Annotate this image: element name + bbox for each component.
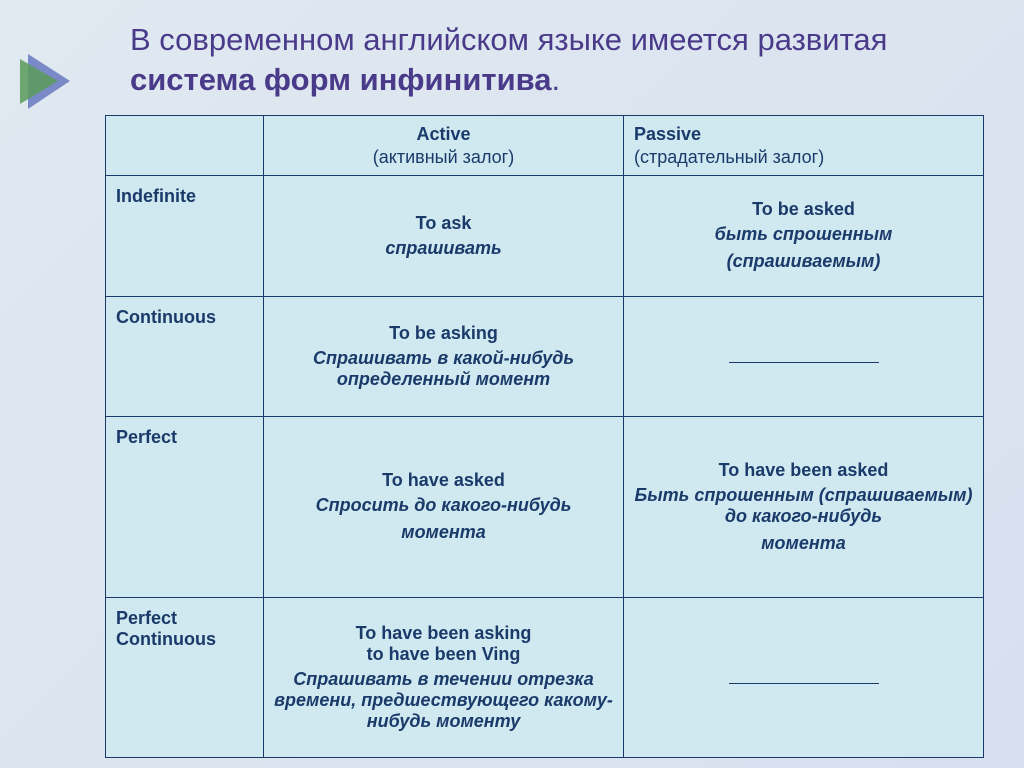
slide-bullet-icon [20,54,70,109]
header-active-label: Active [274,124,613,145]
header-passive-sub: (страдательный залог) [634,147,973,168]
perfect-active-sub2: момента [274,522,613,543]
indefinite-passive-sub2: (спрашиваемым) [634,251,973,272]
perfect-active-sub1: Спросить до какого-нибудь [274,495,613,516]
perfect-active-main: To have asked [274,470,613,491]
header-empty [106,116,264,176]
title-part1: В современном английском языке имеется р… [130,22,887,57]
cell-perfcont-active: To have been asking to have been Ving Сп… [264,597,624,758]
header-active: Active (активный залог) [264,116,624,176]
cell-indefinite-active: To ask спрашивать [264,176,624,296]
header-passive-label: Passive [634,124,973,145]
cell-continuous-passive [624,296,984,416]
row-indefinite-label: Indefinite [106,176,264,296]
cell-perfect-passive: To have been asked Быть спрошенным (спра… [624,416,984,597]
slide-title: В современном английском языке имеется р… [130,20,984,101]
cell-continuous-active: To be asking Спрашивать в какой-нибудь о… [264,296,624,416]
cell-perfcont-passive [624,597,984,758]
indefinite-active-main: To ask [274,213,613,234]
continuous-active-main: To be asking [274,323,613,344]
perfect-passive-sub2: момента [634,533,973,554]
indefinite-active-sub: спрашивать [274,238,613,259]
perfect-passive-main: To have been asked [634,460,973,481]
perfect-passive-sub1: Быть спрошенным (спрашиваемым) до какого… [634,485,973,527]
perfcont-active-main2: to have been Ving [274,644,613,665]
perfcont-passive-dash [729,683,879,684]
cell-perfect-active: To have asked Спросить до какого-нибудь … [264,416,624,597]
row-perfcont-label: Perfect Continuous [106,597,264,758]
indefinite-passive-main: To be asked [634,199,973,220]
title-bold: система форм инфинитива [130,62,552,97]
title-end: . [552,62,561,97]
perfcont-active-main1: To have been asking [274,623,613,644]
continuous-active-sub: Спрашивать в какой-нибудь определенный м… [274,348,613,390]
perfcont-active-sub: Спрашивать в течении отрезка времени, пр… [274,669,613,732]
row-perfect-label: Perfect [106,416,264,597]
continuous-passive-dash [729,362,879,363]
header-passive: Passive (страдательный залог) [624,116,984,176]
cell-indefinite-passive: To be asked быть спрошенным (спрашиваемы… [624,176,984,296]
infinitive-table: Active (активный залог) Passive (страдат… [105,115,984,758]
indefinite-passive-sub1: быть спрошенным [634,224,973,245]
header-active-sub: (активный залог) [274,147,613,168]
row-continuous-label: Continuous [106,296,264,416]
